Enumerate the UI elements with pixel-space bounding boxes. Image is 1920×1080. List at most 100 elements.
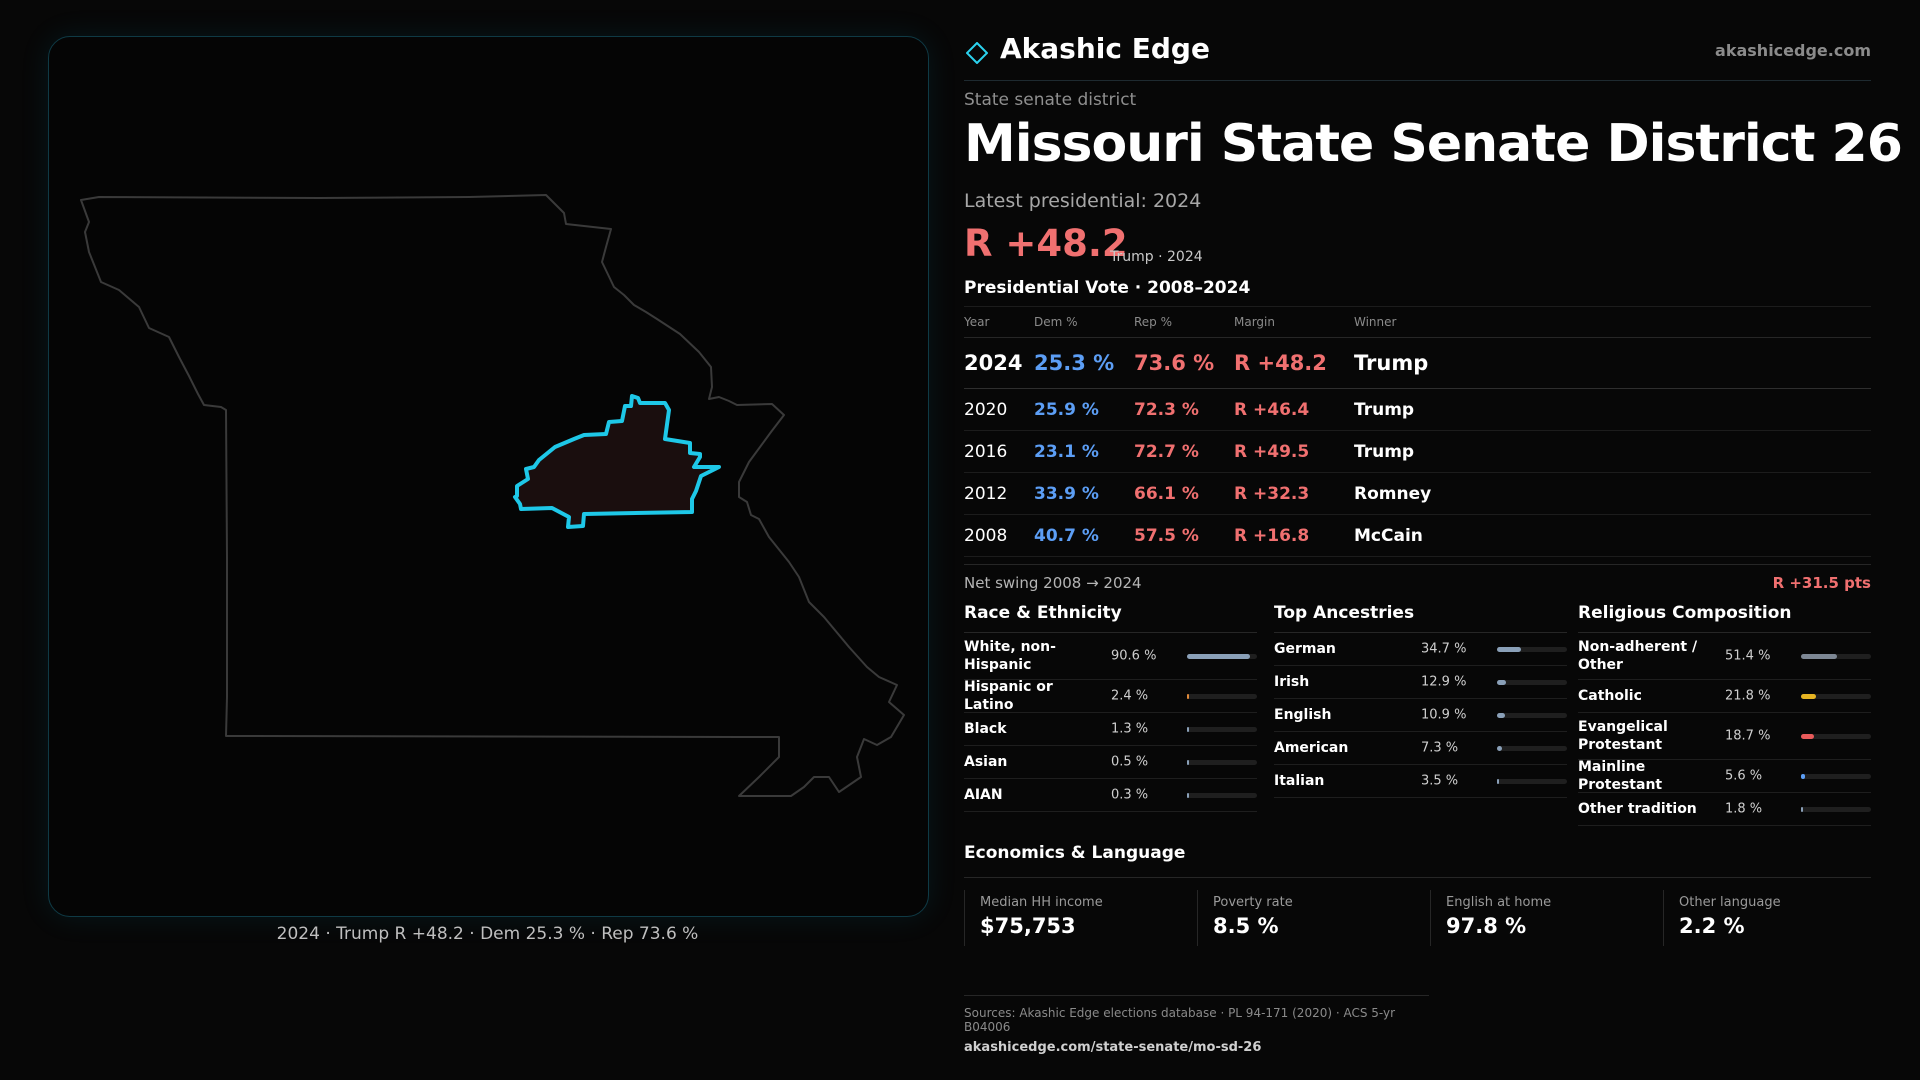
stat-value: 97.8 % — [1446, 914, 1527, 938]
item-percent: 21.8 % — [1725, 688, 1771, 704]
item-label: Mainline Protestant — [1578, 759, 1663, 793]
item-percent: 34.7 % — [1421, 641, 1467, 657]
stat-value: $75,753 — [980, 914, 1076, 938]
dem-cell: 25.3 % — [1034, 337, 1134, 389]
list-item: Black 1.3 % — [964, 713, 1257, 746]
net-swing-value: R +31.5 pts — [1772, 574, 1871, 592]
diamond-logo-icon — [966, 42, 988, 64]
share-bar-fill — [1497, 713, 1505, 718]
item-label: Other tradition — [1578, 801, 1697, 817]
list-item: English 10.9 % — [1274, 699, 1567, 732]
page-title: Missouri State Senate District 26 — [964, 114, 1903, 174]
margin-cell: R +48.2 — [1234, 337, 1354, 389]
item-label: German — [1274, 641, 1336, 657]
item-label: White, non-Hispanic — [964, 639, 1056, 673]
item-label: AIAN — [964, 787, 1003, 803]
item-label: Italian — [1274, 773, 1325, 789]
share-bar — [1801, 807, 1871, 812]
district-map — [80, 194, 905, 797]
share-bar — [1187, 727, 1257, 732]
share-bar — [1801, 774, 1871, 779]
list-item: Asian 0.5 % — [964, 746, 1257, 779]
winner-cell: Trump — [1354, 337, 1871, 389]
share-bar-fill — [1187, 727, 1189, 732]
map-caption: 2024 · Trump R +48.2 · Dem 25.3 % · Rep … — [276, 924, 699, 944]
map-panel[interactable] — [48, 36, 929, 917]
district-26-shape[interactable] — [513, 394, 721, 529]
share-bar — [1187, 793, 1257, 798]
table-row: 2008 40.7 % 57.5 % R +16.8 McCain — [964, 514, 1871, 557]
winner-cell: Trump — [1354, 388, 1871, 431]
race-ethnicity-title: Race & Ethnicity — [964, 600, 1257, 633]
item-percent: 1.8 % — [1725, 801, 1763, 817]
item-label: Hispanic or Latino — [964, 679, 1053, 713]
item-percent: 2.4 % — [1111, 688, 1149, 704]
brand-name[interactable]: Akashic Edge — [1000, 32, 1210, 65]
share-bar-fill — [1187, 654, 1250, 659]
list-item: Irish 12.9 % — [1274, 666, 1567, 699]
item-label: Catholic — [1578, 688, 1642, 704]
presidential-vote-title: Presidential Vote · 2008–2024 — [964, 278, 1251, 298]
table-row: 2016 23.1 % 72.7 % R +49.5 Trump — [964, 430, 1871, 473]
stat-key: Poverty rate — [1213, 895, 1293, 910]
economics-cards: Median HH income $75,753 Poverty rate 8.… — [964, 890, 1871, 946]
race-ethnicity-section: Race & Ethnicity White, non-Hispanic 90.… — [964, 600, 1257, 812]
share-bar-fill — [1187, 760, 1189, 765]
headline-sub: Trump · 2024 — [1110, 249, 1203, 265]
list-item: AIAN 0.3 % — [964, 779, 1257, 812]
share-bar — [1801, 734, 1871, 739]
table-row: 2012 33.9 % 66.1 % R +32.3 Romney — [964, 472, 1871, 515]
dem-cell: 40.7 % — [1034, 514, 1134, 557]
dem-cell: 33.9 % — [1034, 472, 1134, 515]
item-percent: 12.9 % — [1421, 674, 1467, 690]
presidential-vote-table: Year Dem % Rep % Margin Winner 2024 25.3… — [964, 306, 1871, 557]
item-percent: 7.3 % — [1421, 740, 1459, 756]
winner-cell: McCain — [1354, 514, 1871, 557]
brand-url-link[interactable]: akashicedge.com — [1715, 41, 1871, 60]
share-bar-fill — [1497, 680, 1506, 685]
rep-cell: 73.6 % — [1134, 337, 1234, 389]
religion-title: Religious Composition — [1578, 600, 1871, 633]
stat-value: 2.2 % — [1679, 914, 1745, 938]
stat-card: English at home 97.8 % — [1430, 890, 1641, 946]
col-year-header: Year — [964, 306, 1034, 338]
list-item: Non-adherent / Other 51.4 % — [1578, 633, 1871, 680]
sources-footer: Sources: Akashic Edge elections database… — [964, 995, 1429, 1055]
ancestries-section: Top Ancestries German 34.7 % Irish 12.9 … — [1274, 600, 1567, 798]
net-swing-label: Net swing 2008 → 2024 — [964, 574, 1142, 592]
stat-key: Median HH income — [980, 895, 1103, 910]
stat-card: Other language 2.2 % — [1663, 890, 1874, 946]
stat-key: English at home — [1446, 895, 1552, 910]
share-bar — [1497, 647, 1567, 652]
col-rep-header: Rep % — [1134, 306, 1234, 338]
headline-margin: R +48.2 — [964, 222, 1128, 265]
item-percent: 10.9 % — [1421, 707, 1467, 723]
list-item: German 34.7 % — [1274, 633, 1567, 666]
list-item: Catholic 21.8 % — [1578, 680, 1871, 713]
winner-cell: Trump — [1354, 430, 1871, 473]
stat-card: Poverty rate 8.5 % — [1197, 890, 1408, 946]
share-bar — [1187, 654, 1257, 659]
share-bar — [1187, 694, 1257, 699]
stat-value: 8.5 % — [1213, 914, 1279, 938]
rep-cell: 57.5 % — [1134, 514, 1234, 557]
sources-text: Sources: Akashic Edge elections database… — [964, 1006, 1396, 1034]
share-bar-fill — [1801, 734, 1814, 739]
col-margin-header: Margin — [1234, 306, 1354, 338]
list-item: American 7.3 % — [1274, 732, 1567, 765]
share-bar-fill — [1497, 647, 1521, 652]
item-percent: 18.7 % — [1725, 728, 1771, 744]
table-header-row: Year Dem % Rep % Margin Winner — [964, 306, 1871, 338]
share-bar — [1497, 746, 1567, 751]
item-percent: 0.5 % — [1111, 754, 1149, 770]
page-url-link[interactable]: akashicedge.com/state-senate/mo-sd-26 — [964, 1040, 1262, 1055]
dem-cell: 23.1 % — [1034, 430, 1134, 473]
share-bar-fill — [1801, 807, 1803, 812]
list-item: Hispanic or Latino 2.4 % — [964, 679, 1257, 713]
year-cell: 2012 — [964, 472, 1034, 515]
item-percent: 51.4 % — [1725, 648, 1771, 664]
year-cell: 2020 — [964, 388, 1034, 431]
stat-key: Other language — [1679, 895, 1781, 910]
share-bar — [1187, 760, 1257, 765]
share-bar-fill — [1187, 793, 1189, 798]
